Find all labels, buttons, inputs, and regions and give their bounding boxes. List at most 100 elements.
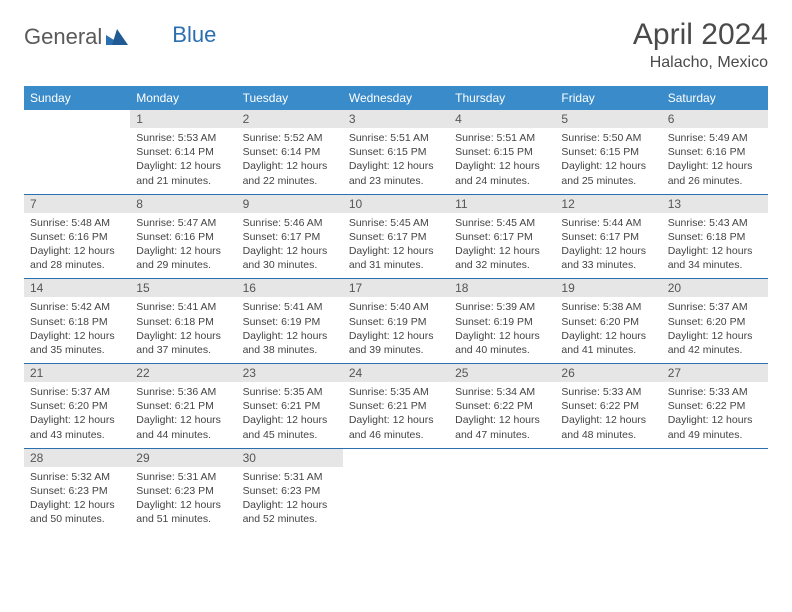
- daylight-text: Daylight: 12 hours: [349, 329, 443, 343]
- calendar-cell: 20Sunrise: 5:37 AMSunset: 6:20 PMDayligh…: [662, 279, 768, 364]
- sunrise-text: Sunrise: 5:37 AM: [30, 385, 124, 399]
- calendar-cell: 12Sunrise: 5:44 AMSunset: 6:17 PMDayligh…: [555, 194, 661, 279]
- sunset-text: Sunset: 6:19 PM: [455, 315, 549, 329]
- sunrise-text: Sunrise: 5:34 AM: [455, 385, 549, 399]
- calendar-cell: [555, 448, 661, 532]
- day-number: 4: [449, 110, 555, 128]
- daylight-text: Daylight: 12 hours: [243, 329, 337, 343]
- logo-text-2: Blue: [172, 22, 216, 48]
- sunset-text: Sunset: 6:18 PM: [30, 315, 124, 329]
- daylight-text: Daylight: 12 hours: [668, 244, 762, 258]
- daylight-text: Daylight: 12 hours: [136, 413, 230, 427]
- title-block: April 2024 Halacho, Mexico: [633, 18, 768, 72]
- daylight-text: and 50 minutes.: [30, 512, 124, 526]
- daylight-text: and 40 minutes.: [455, 343, 549, 357]
- day-number: 19: [555, 279, 661, 297]
- weekday-header: Thursday: [449, 86, 555, 110]
- logo-text-1: General: [24, 24, 102, 50]
- day-number: 13: [662, 195, 768, 213]
- location-subtitle: Halacho, Mexico: [633, 54, 768, 72]
- day-content: Sunrise: 5:38 AMSunset: 6:20 PMDaylight:…: [555, 297, 661, 363]
- daylight-text: Daylight: 12 hours: [243, 498, 337, 512]
- daylight-text: and 28 minutes.: [30, 258, 124, 272]
- sunset-text: Sunset: 6:14 PM: [243, 145, 337, 159]
- daylight-text: and 48 minutes.: [561, 428, 655, 442]
- sunset-text: Sunset: 6:20 PM: [561, 315, 655, 329]
- day-content: Sunrise: 5:37 AMSunset: 6:20 PMDaylight:…: [24, 382, 130, 448]
- daylight-text: Daylight: 12 hours: [349, 159, 443, 173]
- sunset-text: Sunset: 6:20 PM: [30, 399, 124, 413]
- daylight-text: and 31 minutes.: [349, 258, 443, 272]
- weekday-header: Monday: [130, 86, 236, 110]
- calendar-row: 7Sunrise: 5:48 AMSunset: 6:16 PMDaylight…: [24, 194, 768, 279]
- day-number: 2: [237, 110, 343, 128]
- sunset-text: Sunset: 6:21 PM: [243, 399, 337, 413]
- calendar-cell: [343, 448, 449, 532]
- day-number: 18: [449, 279, 555, 297]
- sunset-text: Sunset: 6:18 PM: [136, 315, 230, 329]
- sunrise-text: Sunrise: 5:35 AM: [243, 385, 337, 399]
- day-content: Sunrise: 5:50 AMSunset: 6:15 PMDaylight:…: [555, 128, 661, 194]
- calendar-cell: 18Sunrise: 5:39 AMSunset: 6:19 PMDayligh…: [449, 279, 555, 364]
- day-number: 16: [237, 279, 343, 297]
- daylight-text: and 30 minutes.: [243, 258, 337, 272]
- day-number: 14: [24, 279, 130, 297]
- day-content: Sunrise: 5:41 AMSunset: 6:19 PMDaylight:…: [237, 297, 343, 363]
- daylight-text: and 42 minutes.: [668, 343, 762, 357]
- sunset-text: Sunset: 6:15 PM: [561, 145, 655, 159]
- calendar-cell: 4Sunrise: 5:51 AMSunset: 6:15 PMDaylight…: [449, 110, 555, 194]
- daylight-text: and 34 minutes.: [668, 258, 762, 272]
- sunrise-text: Sunrise: 5:45 AM: [349, 216, 443, 230]
- weekday-header: Sunday: [24, 86, 130, 110]
- sunset-text: Sunset: 6:21 PM: [136, 399, 230, 413]
- calendar-cell: 13Sunrise: 5:43 AMSunset: 6:18 PMDayligh…: [662, 194, 768, 279]
- day-number: 9: [237, 195, 343, 213]
- sunset-text: Sunset: 6:18 PM: [668, 230, 762, 244]
- weekday-header: Tuesday: [237, 86, 343, 110]
- day-content: Sunrise: 5:34 AMSunset: 6:22 PMDaylight:…: [449, 382, 555, 448]
- weekday-header: Saturday: [662, 86, 768, 110]
- day-content: Sunrise: 5:39 AMSunset: 6:19 PMDaylight:…: [449, 297, 555, 363]
- daylight-text: Daylight: 12 hours: [30, 498, 124, 512]
- day-number: 7: [24, 195, 130, 213]
- calendar-cell: [449, 448, 555, 532]
- daylight-text: and 23 minutes.: [349, 174, 443, 188]
- day-number: 29: [130, 449, 236, 467]
- logo-icon: [106, 27, 128, 48]
- daylight-text: and 44 minutes.: [136, 428, 230, 442]
- daylight-text: and 49 minutes.: [668, 428, 762, 442]
- sunset-text: Sunset: 6:22 PM: [668, 399, 762, 413]
- day-content: Sunrise: 5:51 AMSunset: 6:15 PMDaylight:…: [343, 128, 449, 194]
- sunrise-text: Sunrise: 5:31 AM: [243, 470, 337, 484]
- sunrise-text: Sunrise: 5:31 AM: [136, 470, 230, 484]
- sunset-text: Sunset: 6:19 PM: [349, 315, 443, 329]
- day-number: 27: [662, 364, 768, 382]
- sunset-text: Sunset: 6:17 PM: [349, 230, 443, 244]
- daylight-text: Daylight: 12 hours: [243, 244, 337, 258]
- day-number: 5: [555, 110, 661, 128]
- day-number: 26: [555, 364, 661, 382]
- daylight-text: Daylight: 12 hours: [30, 329, 124, 343]
- calendar-cell: 15Sunrise: 5:41 AMSunset: 6:18 PMDayligh…: [130, 279, 236, 364]
- sunrise-text: Sunrise: 5:46 AM: [243, 216, 337, 230]
- daylight-text: Daylight: 12 hours: [561, 329, 655, 343]
- sunset-text: Sunset: 6:19 PM: [243, 315, 337, 329]
- day-number: 12: [555, 195, 661, 213]
- sunrise-text: Sunrise: 5:50 AM: [561, 131, 655, 145]
- daylight-text: and 45 minutes.: [243, 428, 337, 442]
- day-number: 1: [130, 110, 236, 128]
- daylight-text: and 21 minutes.: [136, 174, 230, 188]
- sunset-text: Sunset: 6:14 PM: [136, 145, 230, 159]
- day-content: Sunrise: 5:31 AMSunset: 6:23 PMDaylight:…: [130, 467, 236, 533]
- logo: General Blue: [24, 24, 216, 50]
- calendar-cell: 23Sunrise: 5:35 AMSunset: 6:21 PMDayligh…: [237, 364, 343, 449]
- month-title: April 2024: [633, 18, 768, 52]
- day-content: Sunrise: 5:40 AMSunset: 6:19 PMDaylight:…: [343, 297, 449, 363]
- day-number: 6: [662, 110, 768, 128]
- sunset-text: Sunset: 6:20 PM: [668, 315, 762, 329]
- calendar-cell: 6Sunrise: 5:49 AMSunset: 6:16 PMDaylight…: [662, 110, 768, 194]
- day-number: 10: [343, 195, 449, 213]
- calendar-cell: 2Sunrise: 5:52 AMSunset: 6:14 PMDaylight…: [237, 110, 343, 194]
- sunrise-text: Sunrise: 5:37 AM: [668, 300, 762, 314]
- day-number: 11: [449, 195, 555, 213]
